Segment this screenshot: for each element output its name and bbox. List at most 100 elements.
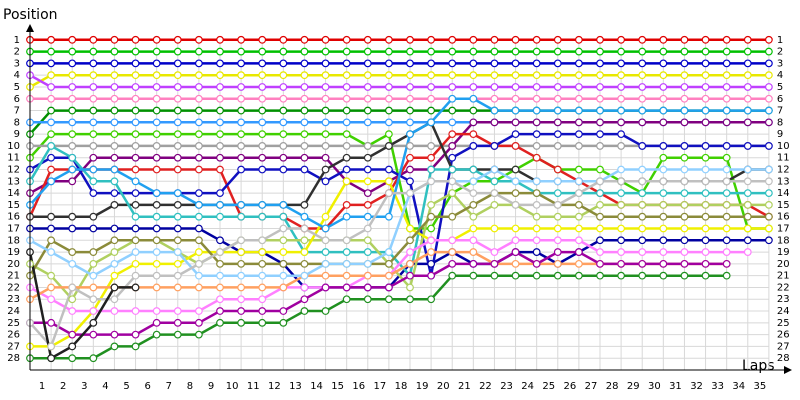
lap-marker — [490, 165, 499, 174]
lap-marker — [701, 259, 710, 268]
y-tick-label: 24 — [7, 306, 20, 317]
lap-marker — [194, 165, 203, 174]
lap-marker — [553, 165, 562, 174]
y-tick-label: 20 — [7, 259, 20, 270]
lap-marker — [342, 35, 351, 44]
lap-marker — [89, 295, 98, 304]
lap-marker — [574, 248, 583, 256]
lap-marker — [47, 35, 56, 44]
lap-marker — [279, 47, 288, 56]
lap-marker — [342, 165, 351, 174]
lap-marker — [237, 283, 246, 292]
lap-marker — [110, 153, 119, 162]
lap-marker — [131, 212, 140, 221]
lap-marker — [152, 83, 161, 91]
lap-marker — [47, 283, 56, 292]
lap-marker — [659, 236, 668, 245]
lap-marker — [659, 153, 668, 162]
lap-marker — [427, 153, 436, 162]
x-tick-label: 8 — [187, 381, 193, 392]
x-tick-label: 11 — [247, 381, 260, 392]
lap-marker — [110, 330, 119, 339]
lap-marker — [532, 212, 541, 221]
lap-marker — [511, 59, 520, 68]
lap-marker — [469, 83, 478, 91]
lap-marker — [110, 35, 119, 44]
lap-marker — [764, 165, 773, 174]
x-tick-label: 13 — [289, 381, 302, 392]
lap-marker — [173, 283, 182, 292]
lap-marker — [68, 165, 77, 174]
y-tick-label: 17 — [7, 223, 20, 234]
lap-marker — [279, 271, 288, 280]
x-tick-label: 26 — [564, 381, 577, 392]
y-tick-label: 5 — [14, 82, 20, 93]
lap-marker — [406, 259, 414, 268]
series-line — [30, 274, 727, 360]
lap-marker — [321, 224, 330, 233]
lap-marker — [680, 153, 689, 162]
y-tick-label-right: 1 — [777, 35, 783, 46]
lap-marker — [448, 236, 457, 245]
lap-marker — [743, 224, 752, 233]
lap-marker — [406, 177, 414, 186]
lap-marker — [47, 59, 56, 68]
lap-marker — [47, 318, 56, 327]
lap-marker — [743, 94, 752, 103]
y-tick-label-right: 19 — [777, 247, 790, 258]
lap-marker — [680, 142, 689, 150]
lap-marker — [596, 236, 604, 245]
lap-marker — [680, 106, 689, 115]
lap-marker — [427, 295, 436, 304]
lap-marker — [131, 142, 140, 150]
lap-marker — [131, 259, 140, 268]
lap-marker — [448, 35, 457, 44]
lap-marker — [68, 354, 77, 363]
lap-marker — [553, 118, 562, 127]
lap-marker — [448, 59, 457, 68]
y-tick-label: 18 — [7, 235, 20, 246]
lap-marker — [321, 59, 330, 68]
lap-marker — [363, 236, 372, 245]
lap-marker — [659, 106, 668, 115]
lap-marker — [680, 236, 689, 245]
lap-marker — [216, 307, 224, 315]
lap-marker — [237, 200, 246, 209]
lap-marker — [659, 47, 668, 56]
lap-marker — [511, 142, 520, 150]
lap-marker — [722, 118, 731, 127]
lap-marker — [680, 271, 689, 280]
lap-marker — [258, 118, 267, 127]
lap-marker — [258, 142, 267, 150]
y-tick-label: 26 — [7, 330, 20, 341]
y-tick-label-right: 26 — [777, 330, 790, 341]
lap-marker — [596, 259, 604, 268]
lap-marker — [511, 106, 520, 115]
y-tick-label-right: 24 — [777, 306, 790, 317]
lap-marker — [722, 224, 731, 233]
lap-marker — [342, 153, 351, 162]
lap-marker — [194, 71, 203, 80]
y-tick-label-right: 14 — [777, 188, 790, 199]
lap-marker — [363, 295, 372, 304]
y-tick-label: 4 — [14, 70, 20, 81]
lap-marker — [743, 189, 752, 198]
x-tick-label: 1 — [39, 381, 45, 392]
lap-marker — [448, 177, 457, 186]
lap-marker — [574, 189, 583, 198]
series-line — [30, 250, 727, 336]
y-tick-label-right: 5 — [777, 82, 783, 93]
y-tick-label-right: 9 — [777, 129, 783, 140]
x-axis-arrow — [784, 366, 792, 374]
lap-marker — [237, 248, 246, 256]
y-tick-label-right: 17 — [777, 223, 790, 234]
lap-marker — [279, 142, 288, 150]
lap-marker — [511, 248, 520, 256]
lap-marker — [258, 259, 267, 268]
x-tick-label: 16 — [352, 381, 365, 392]
lap-marker — [574, 165, 583, 174]
lap-marker — [194, 271, 203, 280]
lap-marker — [743, 106, 752, 115]
x-tick-label: 7 — [166, 381, 172, 392]
lap-marker — [701, 153, 710, 162]
